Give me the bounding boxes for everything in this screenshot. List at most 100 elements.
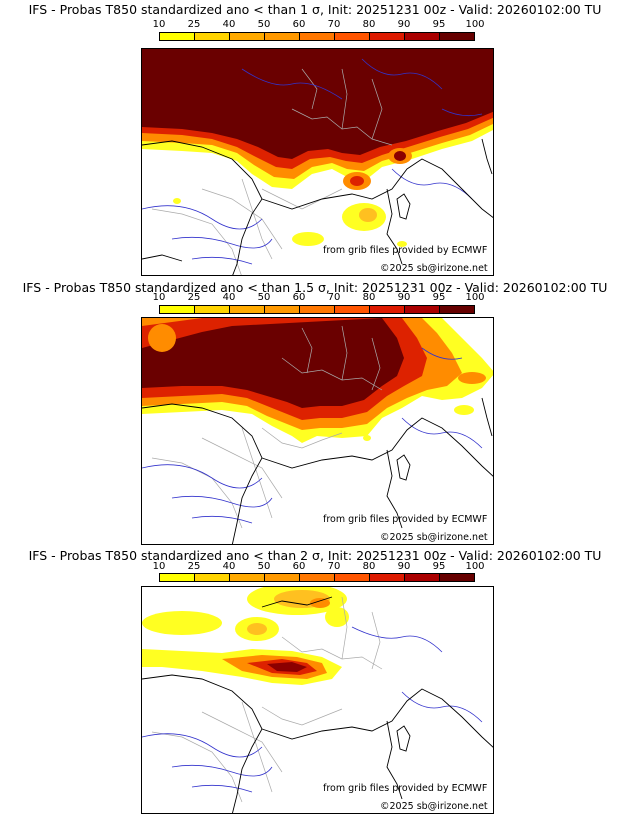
colorbar-segment	[405, 306, 440, 313]
colorbar-ticks: 10 25 40 50 60 70 80 90 95 100	[153, 19, 485, 31]
panel-1: IFS - Probas T850 standardized ano < tha…	[0, 0, 630, 276]
colorbar-segment	[230, 33, 265, 40]
rivers	[142, 58, 483, 265]
shade-blob	[350, 176, 364, 186]
shade-blob	[142, 611, 222, 635]
colorbar-tick: 95	[432, 19, 446, 30]
colorbar-segment	[300, 306, 335, 313]
colorbar-tick: 40	[222, 19, 236, 30]
map-canvas	[142, 49, 493, 275]
colorbar-tick: 40	[222, 292, 236, 303]
probability-map: from grib files provided by ECMWF ©2025 …	[141, 48, 494, 276]
panel-title: IFS - Probas T850 standardized ano < tha…	[28, 2, 602, 17]
colorbar-tick: 80	[362, 292, 376, 303]
colorbar-segment	[370, 574, 405, 581]
colorbar-tick: 80	[362, 19, 376, 30]
colorbar-tick: 60	[292, 19, 306, 30]
shade-blob	[359, 208, 377, 222]
colorbar-tick: 90	[397, 292, 411, 303]
shade-dark-red	[267, 662, 307, 672]
colorbar-segment	[335, 33, 370, 40]
colorbar-tick: 60	[292, 561, 306, 572]
colorbar-segment	[195, 306, 230, 313]
colorbar-segment	[265, 574, 300, 581]
colorbar	[159, 305, 475, 314]
copyright: ©2025 sb@irizone.net	[380, 263, 488, 274]
panel-2: IFS - Probas T850 standardized ano < tha…	[0, 270, 630, 545]
colorbar-tick: 95	[432, 561, 446, 572]
colorbar-ticks: 10 25 40 50 60 70 80 90 95 100	[153, 292, 485, 304]
colorbar-segment	[230, 306, 265, 313]
country-borders	[151, 68, 393, 275]
colorbar-segment	[440, 33, 474, 40]
map-canvas	[142, 587, 493, 813]
source-credit: from grib files provided by ECMWF	[323, 514, 488, 525]
colorbar-segment	[265, 306, 300, 313]
colorbar-ticks: 10 25 40 50 60 70 80 90 95 100	[153, 561, 485, 573]
shade-blob	[325, 607, 349, 627]
panel-title: IFS - Probas T850 standardized ano < tha…	[28, 548, 602, 563]
colorbar-tick: 90	[397, 19, 411, 30]
colorbar-tick: 50	[257, 561, 271, 572]
colorbar-segment	[440, 306, 474, 313]
colorbar-segment	[195, 574, 230, 581]
colorbar-segment	[195, 33, 230, 40]
coastlines	[142, 138, 493, 275]
rivers	[142, 347, 483, 524]
colorbar-tick: 100	[465, 19, 485, 30]
colorbar-segment	[300, 574, 335, 581]
colorbar-tick: 25	[187, 561, 201, 572]
shade-dark-red	[142, 49, 493, 159]
colorbar-segment	[300, 33, 335, 40]
shade-blob	[292, 232, 324, 246]
probability-map: from grib files provided by ECMWF ©2025 …	[141, 317, 494, 545]
colorbar-segment	[405, 574, 440, 581]
shade-blob	[173, 198, 181, 204]
colorbar-segment	[405, 33, 440, 40]
colorbar-tick: 80	[362, 561, 376, 572]
coastlines	[142, 397, 493, 544]
colorbar-segment	[230, 574, 265, 581]
colorbar-tick: 100	[465, 561, 485, 572]
colorbar	[159, 573, 475, 582]
colorbar-tick: 90	[397, 561, 411, 572]
shade-blob	[397, 241, 407, 247]
colorbar-segment	[440, 574, 474, 581]
colorbar-tick: 50	[257, 19, 271, 30]
colorbar-tick: 60	[292, 292, 306, 303]
shade-dark-red	[142, 318, 404, 408]
colorbar-tick: 10	[152, 19, 166, 30]
colorbar-tick: 10	[152, 561, 166, 572]
colorbar-tick: 10	[152, 292, 166, 303]
probability-map: from grib files provided by ECMWF ©2025 …	[141, 586, 494, 814]
shade-blob	[454, 405, 474, 415]
shade-blob	[247, 623, 267, 635]
country-borders	[151, 596, 383, 803]
source-credit: from grib files provided by ECMWF	[323, 245, 488, 256]
colorbar-segment	[335, 574, 370, 581]
colorbar-segment	[370, 33, 405, 40]
shade-blob	[148, 324, 176, 352]
colorbar-segment	[335, 306, 370, 313]
shade-blob	[363, 435, 371, 441]
colorbar-segment	[160, 306, 195, 313]
colorbar-segment	[160, 574, 195, 581]
colorbar-tick: 70	[327, 561, 341, 572]
colorbar-tick: 50	[257, 292, 271, 303]
coastlines	[142, 596, 493, 813]
colorbar-tick: 70	[327, 19, 341, 30]
colorbar-tick: 100	[465, 292, 485, 303]
colorbar-tick: 25	[187, 19, 201, 30]
shade-blob	[458, 372, 486, 384]
colorbar-tick: 25	[187, 292, 201, 303]
panel-title: IFS - Probas T850 standardized ano < tha…	[22, 280, 608, 295]
colorbar	[159, 32, 475, 41]
colorbar-tick: 95	[432, 292, 446, 303]
map-canvas	[142, 318, 493, 544]
copyright: ©2025 sb@irizone.net	[380, 801, 488, 812]
shade-blob	[310, 598, 330, 608]
colorbar-tick: 40	[222, 561, 236, 572]
shade-blob	[394, 151, 406, 161]
colorbar-segment	[370, 306, 405, 313]
source-credit: from grib files provided by ECMWF	[323, 783, 488, 794]
